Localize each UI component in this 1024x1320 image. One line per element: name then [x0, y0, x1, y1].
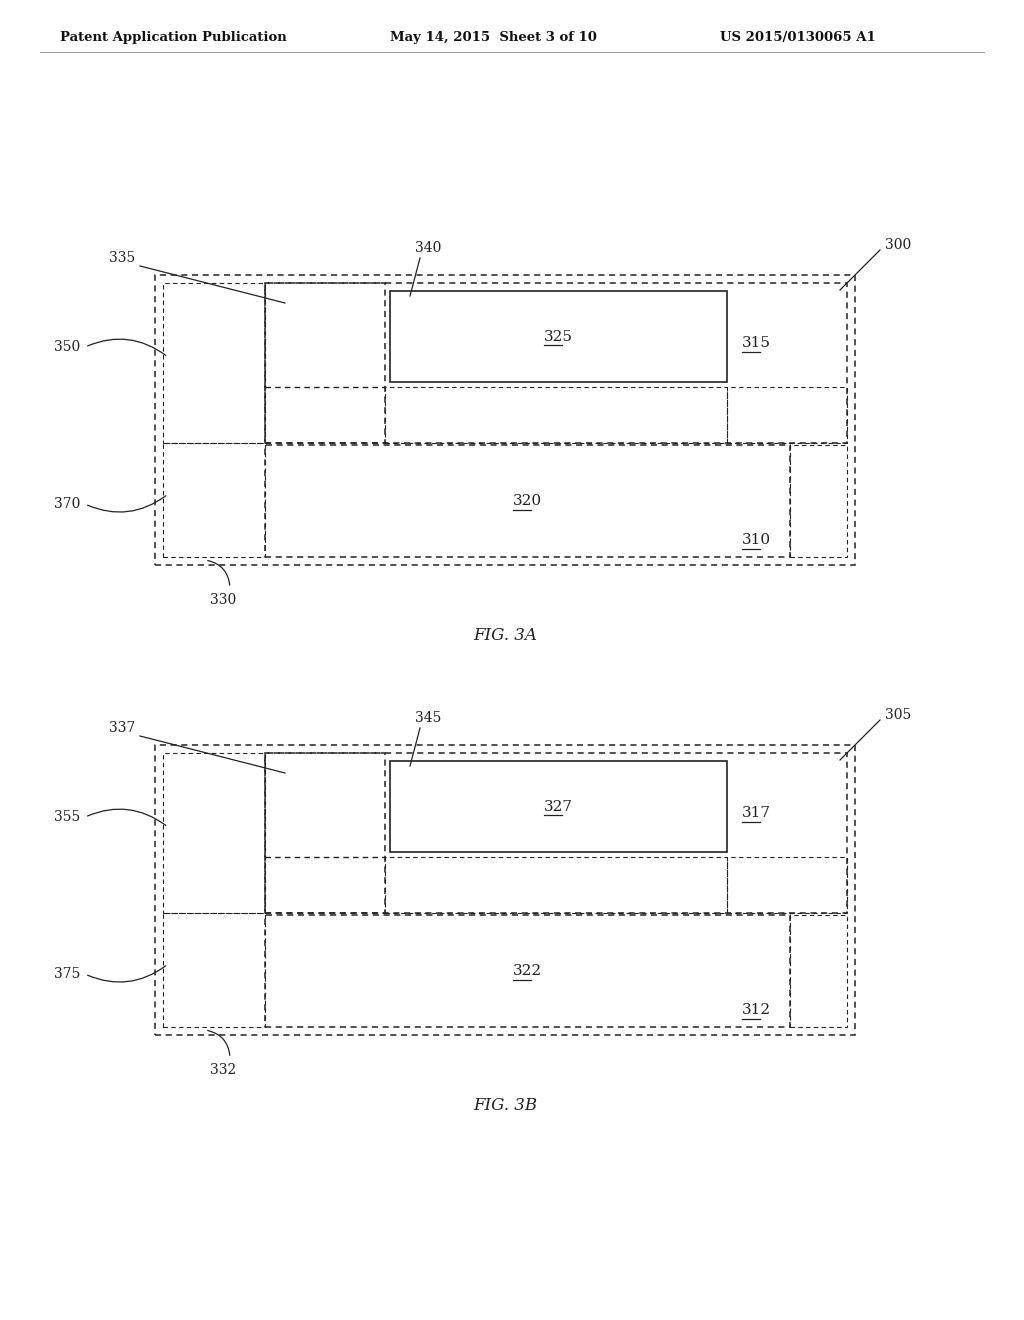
Bar — [163, 752, 265, 913]
Text: 340: 340 — [415, 242, 441, 255]
Text: 322: 322 — [512, 964, 542, 978]
Text: 300: 300 — [885, 238, 911, 252]
Text: 305: 305 — [885, 708, 911, 722]
Bar — [265, 752, 847, 913]
Bar — [163, 282, 265, 444]
Bar — [155, 275, 855, 565]
Bar — [265, 282, 847, 444]
Text: 325: 325 — [544, 330, 572, 343]
Text: 312: 312 — [742, 1003, 771, 1016]
Bar — [727, 387, 847, 444]
Text: Patent Application Publication: Patent Application Publication — [60, 30, 287, 44]
Text: 355: 355 — [53, 810, 80, 824]
Bar — [265, 915, 790, 1027]
Text: 310: 310 — [742, 533, 771, 546]
Bar — [790, 915, 847, 1027]
Bar — [385, 857, 727, 913]
Text: 332: 332 — [210, 1063, 237, 1077]
Bar — [727, 857, 847, 913]
Text: 370: 370 — [53, 498, 80, 511]
Text: 315: 315 — [742, 337, 771, 350]
Text: 317: 317 — [742, 807, 771, 820]
Text: 335: 335 — [109, 251, 135, 265]
Bar — [265, 445, 790, 557]
Text: FIG. 3A: FIG. 3A — [473, 627, 537, 644]
Text: 375: 375 — [53, 968, 80, 981]
Text: 350: 350 — [53, 341, 80, 354]
Bar — [155, 744, 855, 1035]
Text: US 2015/0130065 A1: US 2015/0130065 A1 — [720, 30, 876, 44]
Bar — [790, 445, 847, 557]
Text: 345: 345 — [415, 711, 441, 725]
Bar — [390, 762, 727, 853]
Bar — [390, 290, 727, 381]
Text: 330: 330 — [210, 593, 237, 607]
Bar — [163, 444, 265, 557]
Bar — [265, 282, 385, 444]
Text: 320: 320 — [512, 494, 542, 508]
Text: 337: 337 — [109, 721, 135, 735]
Bar — [265, 752, 385, 913]
Text: 327: 327 — [544, 800, 572, 813]
Bar — [385, 387, 727, 444]
Text: May 14, 2015  Sheet 3 of 10: May 14, 2015 Sheet 3 of 10 — [390, 30, 597, 44]
Bar — [163, 913, 265, 1027]
Text: FIG. 3B: FIG. 3B — [473, 1097, 537, 1114]
